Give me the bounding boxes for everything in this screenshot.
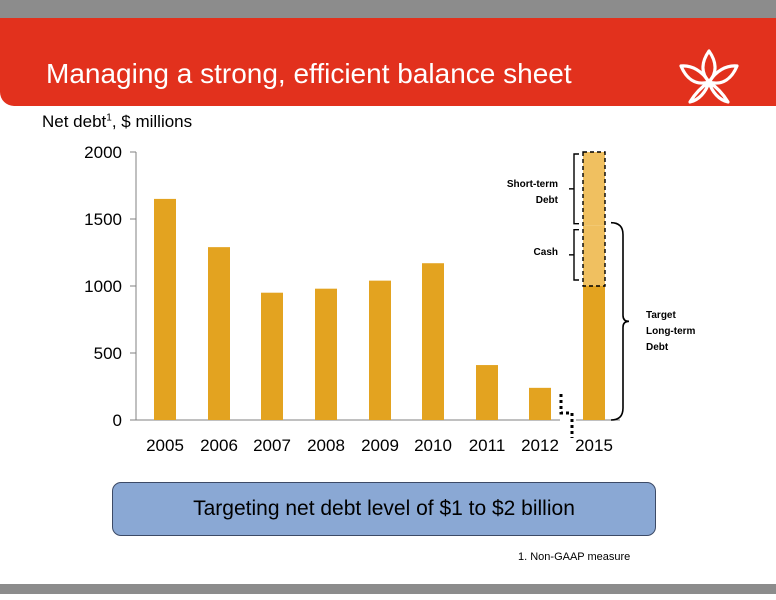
short-term-debt-label-line: Debt xyxy=(536,195,559,206)
bar-2015 xyxy=(583,286,605,420)
y-axis-label-text: Net debt xyxy=(42,112,107,131)
y-axis-label: Net debt1, $ millions xyxy=(42,112,192,132)
target-dashed-outline xyxy=(582,151,606,287)
target-long-term-debt-label-line: Debt xyxy=(646,342,669,353)
y-tick-label: 0 xyxy=(113,411,122,430)
cash-label-line: Cash xyxy=(534,247,558,258)
bar-2011 xyxy=(476,365,498,420)
axis-break-marker xyxy=(559,394,574,438)
x-tick-label: 2008 xyxy=(307,436,345,455)
page-title: Managing a strong, efficient balance she… xyxy=(46,58,572,89)
x-tick-label: 2007 xyxy=(253,436,291,455)
bar-2005 xyxy=(154,198,176,420)
short-term-debt-bracket xyxy=(573,153,579,225)
bar-2009 xyxy=(369,280,391,420)
x-tick-label: 2009 xyxy=(361,436,399,455)
cash-bracket xyxy=(573,229,579,281)
cash-label: Cash xyxy=(534,247,558,258)
y-axis-label-units: , $ millions xyxy=(111,112,193,131)
x-tick-label: 2010 xyxy=(414,436,452,455)
target-long-term-debt-bracket xyxy=(610,221,630,421)
target-callout-text: Targeting net debt level of $1 to $2 bil… xyxy=(193,497,575,520)
top-gray-strip xyxy=(0,0,776,18)
x-tick-label: 2006 xyxy=(200,436,238,455)
y-tick-label: 1500 xyxy=(84,210,122,229)
y-tick-label: 500 xyxy=(94,344,122,363)
x-tick-label: 2005 xyxy=(146,436,184,455)
target-callout-box: Targeting net debt level of $1 to $2 bil… xyxy=(112,482,656,536)
target-segment-short-term-debt xyxy=(583,152,605,226)
short-term-debt-label-line: Short-term xyxy=(507,179,558,190)
x-tick-label: 2015 xyxy=(575,436,613,455)
lotus-star-logo-icon xyxy=(679,49,739,104)
target-long-term-debt-label-line: Target xyxy=(646,310,676,321)
short-term-debt-label: Short-term Debt xyxy=(507,179,559,206)
target-long-term-debt-label: Target Long-term Debt xyxy=(646,310,696,353)
y-tick-label: 1000 xyxy=(84,277,122,296)
bar-2008 xyxy=(315,288,337,420)
y-tick-label: 2000 xyxy=(84,143,122,162)
bar-2006 xyxy=(208,247,230,420)
bar-2010 xyxy=(422,263,444,420)
x-tick-label: 2011 xyxy=(469,436,506,455)
bar-2012 xyxy=(529,387,551,420)
footnote: 1. Non-GAAP measure xyxy=(518,551,631,563)
target-long-term-debt-label-line: Long-term xyxy=(646,326,696,337)
target-segment-cash xyxy=(583,225,605,286)
header-banner: Managing a strong, efficient balance she… xyxy=(0,18,776,106)
y-axis-label-footnote-marker: 1 xyxy=(106,112,112,124)
x-tick-label: 2012 xyxy=(521,436,559,455)
bar-2007 xyxy=(261,292,283,420)
bottom-gray-strip xyxy=(0,584,776,594)
